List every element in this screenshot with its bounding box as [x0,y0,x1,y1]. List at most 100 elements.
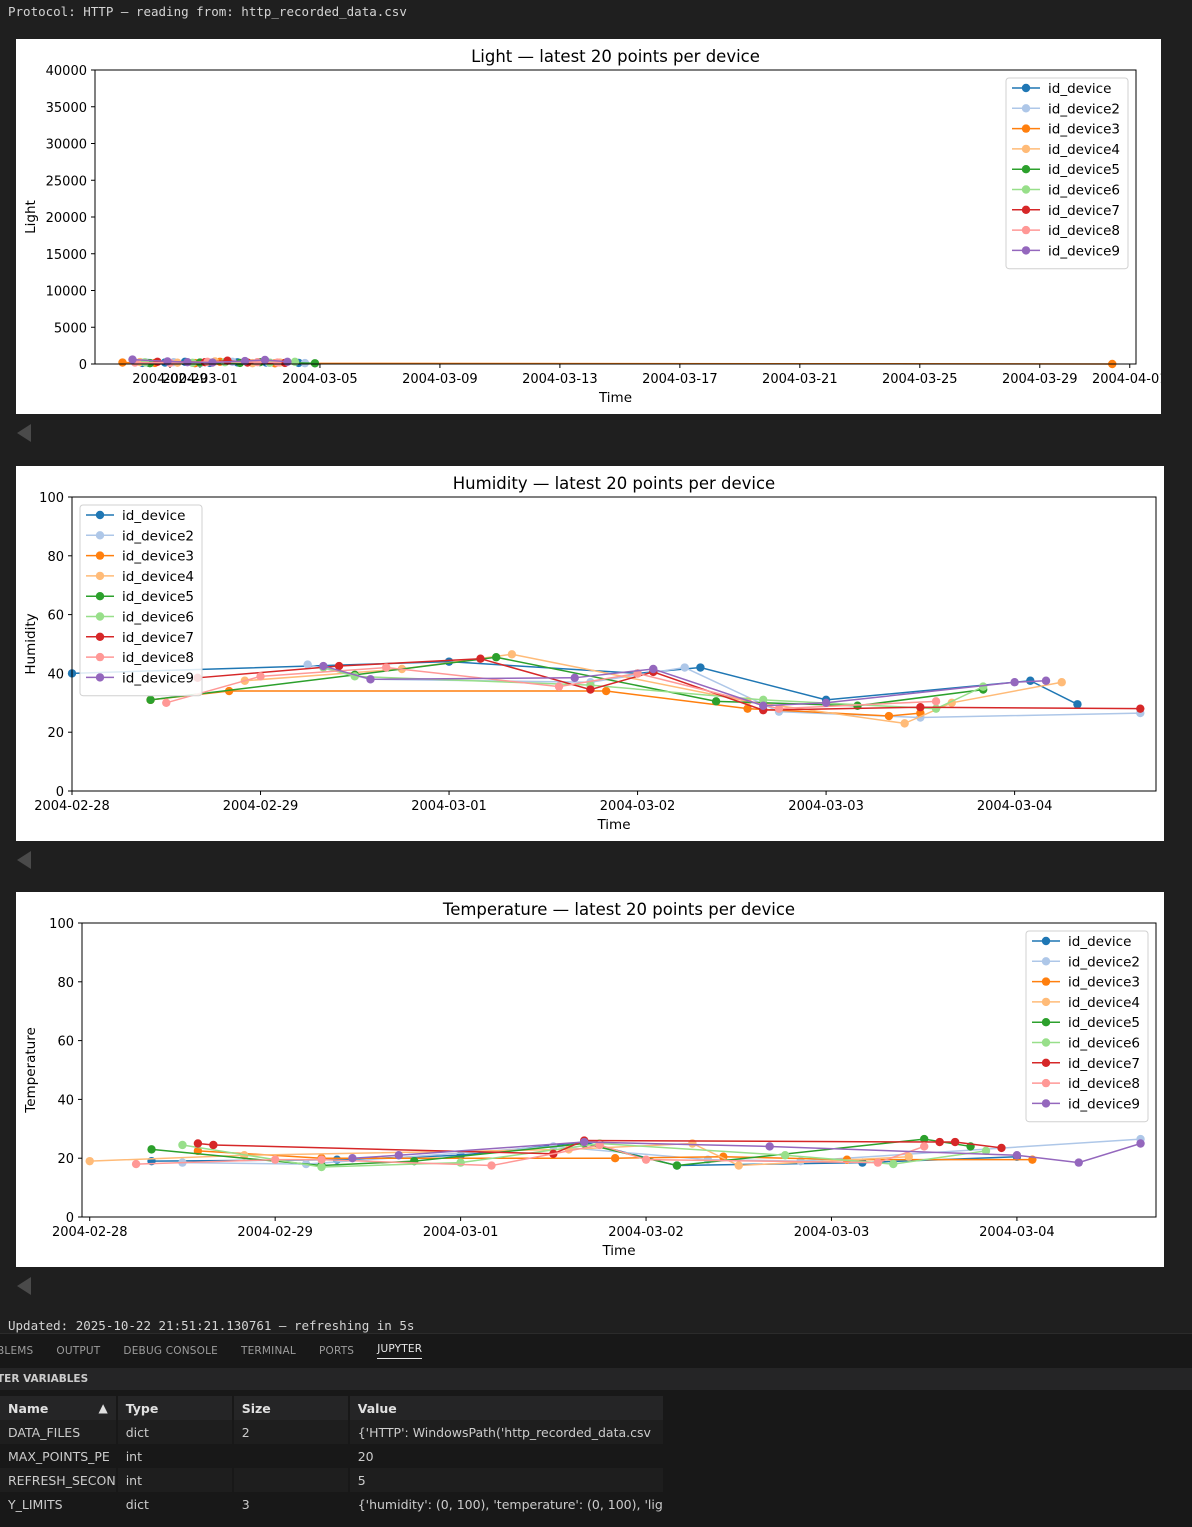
legend-label: id_device2 [122,528,194,544]
panel-tabs: BLEMS OUTPUT DEBUG CONSOLE TERMINAL PORT… [0,1334,445,1368]
variable-size: 2 [232,1420,350,1444]
data-point-id_device7 [586,685,595,694]
x-tick-label: 2004-03-02 [600,799,676,814]
data-point-id_device9 [649,664,658,674]
legend-label: id_device5 [122,589,194,605]
variable-value: {'humidity': (0, 100), 'temperature': (0… [348,1492,665,1516]
column-header-name[interactable]: Name ▲ [0,1396,118,1420]
chart-title: Temperature — latest 20 points per devic… [442,900,795,919]
x-tick-label: 2004-03-25 [882,372,958,387]
tab-jupyter[interactable]: JUPYTER [377,1343,423,1359]
data-point-id_device9 [348,1154,357,1163]
data-point-id_device4 [507,650,517,659]
legend-label: id_device8 [122,650,194,666]
legend-box [1025,930,1149,1123]
legend-label: id_device [122,508,185,524]
table-row[interactable]: REFRESH_SECON int 5 [0,1468,665,1492]
data-point-id_device6 [981,1146,991,1156]
data-point-id_device5 [491,653,501,662]
x-tick-label: 2004-02-29 [237,1225,313,1240]
sort-ascending-icon[interactable]: ▲ [98,1400,108,1415]
y-tick-label: 10000 [46,285,87,300]
x-tick-label: 2004-03-21 [762,372,838,387]
legend-label: id_device6 [1068,1036,1140,1052]
data-point-id_device9 [580,1137,589,1147]
variable-size: 3 [232,1492,350,1516]
data-point-id_device9 [759,701,768,710]
data-point-id_device2 [680,663,689,672]
column-header-value[interactable]: Value [348,1396,665,1420]
data-point-id_device6 [780,1151,790,1160]
series-line-id_device7 [197,657,1141,711]
plot-frame [81,922,1157,1218]
data-point-id_device5 [147,1145,156,1154]
data-point-id_device8 [641,1155,651,1164]
data-point-id_device3 [743,704,752,713]
legend-label: id_device9 [1048,243,1120,259]
legend-label: id_device6 [122,610,194,626]
x-tick-label: 2004-03-01 [411,799,487,814]
x-tick-label: 2004-03-04 [979,1225,1055,1240]
y-tick-label: 25000 [46,174,87,189]
legend-marker-id_device5 [95,592,105,601]
column-header-size[interactable]: Size [232,1396,350,1420]
variable-name: Y_LIMITS [0,1492,118,1516]
y-axis-label: Temperature [23,1027,39,1114]
x-tick-label: 2004-02-28 [34,799,110,814]
output-collapse-icon[interactable] [17,851,31,869]
data-point-id_device6 [931,704,941,713]
table-row[interactable]: Y_LIMITS dict 3 {'humidity': (0, 100), '… [0,1492,665,1516]
data-point-id_device7 [193,1139,203,1148]
output-collapse-icon[interactable] [17,1277,31,1295]
data-point-id_device9 [319,661,328,671]
legend-label: id_device2 [1048,101,1120,117]
legend-label: id_device3 [1068,975,1140,991]
legend-marker-id_device3 [1041,977,1051,986]
data-point-id_device7 [1136,704,1145,713]
output-collapse-icon[interactable] [17,424,31,442]
x-tick-label: 2004-03-09 [402,372,478,387]
legend-marker-id_device5 [1041,1018,1051,1027]
legend-marker-id_device [1041,936,1051,946]
data-point-id_device6 [178,1140,187,1150]
legend-label: id_device6 [1048,183,1120,199]
column-header-type[interactable]: Type [116,1396,234,1420]
y-tick-label: 40 [57,1093,74,1108]
series-line-id_device6 [323,666,984,710]
legend-marker-id_device4 [1041,997,1051,1007]
tab-output[interactable]: OUTPUT [56,1345,101,1357]
legend-label: id_device3 [1048,122,1120,138]
legend-box [79,504,203,697]
x-axis-label: Time [601,1243,635,1259]
data-point-id_device8 [931,697,941,706]
humidity-chart-figure: Humidity — latest 20 points per device Ti… [16,466,1164,841]
legend-marker-id_device9 [1041,1099,1051,1108]
legend-marker-id_device8 [1041,1078,1051,1088]
y-axis-label: Humidity [23,613,39,674]
plot-frame [94,69,1137,365]
data-point-id_device9 [821,698,831,707]
variable-name: DATA_FILES [0,1420,118,1444]
data-point-id_device5 [146,695,155,705]
data-point-id_device5 [920,1134,929,1144]
data-point-id_device8 [162,698,171,707]
data-point-id_device9 [260,355,270,365]
table-row[interactable]: DATA_FILES dict 2 {'HTTP': WindowsPath('… [0,1420,665,1444]
data-point-id_device7 [935,1137,944,1147]
y-tick-label: 40 [47,667,64,682]
data-point-id_device7 [476,654,485,663]
legend-label: id_device4 [1048,142,1120,158]
data-point-id_device9 [1136,1139,1145,1148]
tab-ports[interactable]: PORTS [318,1345,355,1357]
table-row[interactable]: MAX_POINTS_PE int 20 [0,1444,665,1468]
tab-debug-console[interactable]: DEBUG CONSOLE [123,1345,218,1357]
legend-marker-id_device8 [1021,225,1031,235]
y-tick-label: 15000 [46,248,87,263]
data-point-id_device4 [734,1161,743,1170]
tab-problems[interactable]: BLEMS [0,1345,34,1357]
x-tick-label: 2004-03-01 [423,1225,499,1240]
tab-terminal[interactable]: TERMINAL [240,1345,296,1357]
variable-type: int [116,1468,234,1492]
temperature-chart-figure: Temperature — latest 20 points per devic… [16,892,1164,1267]
data-point-id_device8 [487,1161,496,1170]
